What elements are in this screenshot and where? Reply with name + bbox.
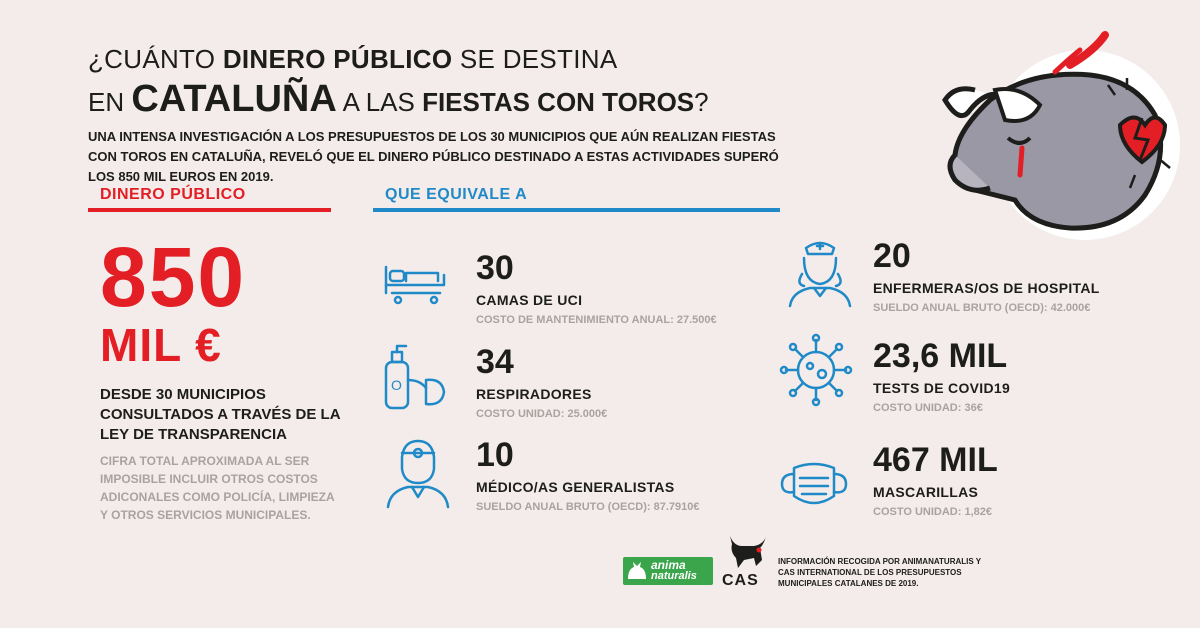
title-line-1: ¿CUÁNTO DINERO PÚBLICO SE DESTINA bbox=[88, 44, 617, 75]
stat-label: CAMAS DE UCI bbox=[476, 292, 583, 308]
red-divider bbox=[88, 208, 331, 212]
stat-masks: 467 MIL MASCARILLAS COSTO UNIDAD: 1,82€ bbox=[873, 442, 998, 518]
stat-number: 23,6 MIL bbox=[873, 337, 1008, 375]
title-text: ¿CUÁNTO bbox=[88, 44, 223, 74]
hospital-bed-icon bbox=[384, 265, 446, 305]
stat-cost: SUELDO ANUAL BRUTO (OECD): 87.7910€ bbox=[476, 501, 700, 513]
title-text: SE DESTINA bbox=[452, 44, 618, 74]
credit-text: INFORMACIÓN RECOGIDA POR ANIMANATURALIS … bbox=[778, 557, 981, 588]
naturalis-text: naturalis bbox=[651, 570, 697, 582]
stat-label: TESTS DE COVID19 bbox=[873, 380, 1011, 396]
stat-nurses: 20 ENFERMERAS/OS DE HOSPITAL SUELDO ANUA… bbox=[873, 238, 1100, 314]
stat-cost: COSTO UNIDAD: 36€ bbox=[873, 402, 983, 414]
stat-label: MÉDICO/AS GENERALISTAS bbox=[476, 479, 675, 495]
cas-bull-icon bbox=[730, 536, 766, 568]
stat-number: 467 MIL bbox=[873, 441, 998, 479]
intro-text: UNA INTENSA INVESTIGACIÓN A LOS PRESUPUE… bbox=[88, 129, 779, 184]
respirator-icon: O bbox=[384, 344, 446, 410]
stat-number: 10 bbox=[476, 436, 514, 474]
anima-text: anima bbox=[651, 558, 686, 572]
total-amount: 850 bbox=[100, 230, 247, 324]
stat-doctors: 10 MÉDICO/AS GENERALISTAS SUELDO ANUAL B… bbox=[476, 437, 700, 513]
stat-number: 20 bbox=[873, 237, 911, 275]
title-big-text: CATALUÑA bbox=[131, 78, 337, 120]
stat-cost: COSTO DE MANTENIMIENTO ANUAL: 27.500€ bbox=[476, 314, 717, 326]
stat-cost: COSTO UNIDAD: 25.000€ bbox=[476, 408, 608, 420]
blue-divider bbox=[373, 208, 780, 212]
title-text: EN bbox=[88, 87, 132, 117]
virus-icon bbox=[779, 333, 853, 407]
stat-cost: COSTO UNIDAD: 1,82€ bbox=[873, 506, 992, 518]
cat-icon bbox=[628, 562, 646, 579]
title-line-2: EN CATALUÑA A LAS FIESTAS CON TOROS? bbox=[88, 78, 709, 121]
title-bold-text: FIESTAS CON TOROS bbox=[422, 87, 695, 117]
stat-respirators: 34 RESPIRADORES COSTO UNIDAD: 25.000€ bbox=[476, 344, 607, 420]
nurse-icon bbox=[788, 241, 852, 308]
amount-note: CIFRA TOTAL APROXIMADA AL SER IMPOSIBLE … bbox=[100, 454, 335, 522]
stat-label: RESPIRADORES bbox=[476, 386, 592, 402]
doctor-icon bbox=[386, 439, 450, 509]
animanaturalis-logo: anima naturalis bbox=[623, 557, 713, 585]
cas-logo-text: CAS bbox=[722, 572, 759, 589]
stat-label: MASCARILLAS bbox=[873, 484, 979, 500]
stat-icu-beds: 30 CAMAS DE UCI COSTO DE MANTENIMIENTO A… bbox=[476, 250, 717, 326]
svg-text:O: O bbox=[391, 377, 402, 393]
bull-illustration bbox=[942, 31, 1180, 240]
title-bold-text: DINERO PÚBLICO bbox=[222, 44, 453, 74]
title-text: ? bbox=[694, 87, 709, 117]
stat-number: 34 bbox=[476, 343, 514, 381]
stat-number: 30 bbox=[476, 249, 514, 287]
public-money-heading: DINERO PÚBLICO bbox=[100, 186, 246, 203]
face-mask-icon bbox=[780, 462, 848, 505]
total-unit: MIL € bbox=[100, 319, 222, 371]
equivalent-heading: QUE EQUIVALE A bbox=[385, 186, 528, 203]
title-text: A LAS bbox=[336, 87, 423, 117]
stat-label: ENFERMERAS/OS DE HOSPITAL bbox=[873, 280, 1100, 296]
source-description: DESDE 30 MUNICIPIOS CONSULTADOS A TRAVÉS… bbox=[100, 386, 340, 443]
stat-covid-tests: 23,6 MIL TESTS DE COVID19 COSTO UNIDAD: … bbox=[873, 338, 1010, 414]
stat-cost: SUELDO ANUAL BRUTO (OECD): 42.000€ bbox=[873, 302, 1091, 314]
